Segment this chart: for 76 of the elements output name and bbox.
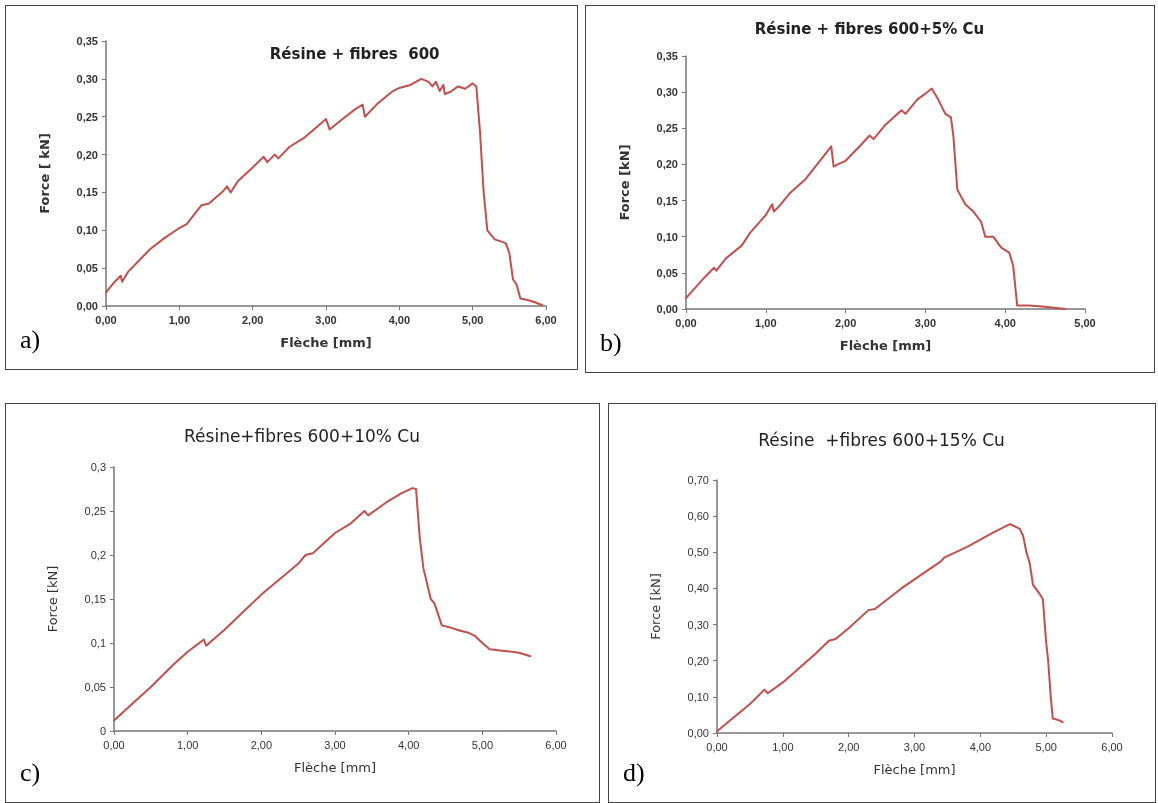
y-axis-title: Force [kN] (45, 565, 60, 633)
y-tick-label: 0,40 (687, 582, 709, 595)
y-tick-label: 0,20 (76, 148, 98, 161)
y-axis-title: Force [kN] (617, 144, 632, 221)
chart-title: Résine +fibres 600+15% Cu (758, 429, 1005, 450)
y-tick-label: 0,15 (656, 194, 678, 207)
y-tick-label: 0 (99, 725, 106, 737)
x-tick-label: 0,00 (706, 740, 728, 753)
x-tick-label: 1,00 (168, 313, 191, 326)
y-tick-label: 0,25 (84, 505, 106, 517)
y-tick-label: 0,00 (656, 303, 678, 315)
y-tick-label: 0,2 (90, 549, 106, 561)
x-tick-label: 4,00 (994, 316, 1016, 329)
x-tick-label: 0,00 (675, 316, 697, 329)
x-tick-label: 4,00 (397, 738, 420, 751)
chart-title: Résine + fibres 600 (269, 44, 440, 63)
y-tick-label: 0,50 (687, 546, 709, 559)
line-series (113, 487, 532, 722)
y-tick-label: 0,00 (687, 727, 709, 739)
y-tick-label: 0,10 (656, 230, 678, 243)
y-tick-label: 0,35 (76, 35, 98, 47)
text: a) (20, 324, 41, 354)
y-tick-label: 0,3 (90, 461, 106, 473)
x-axis-title: Flèche [mm] (839, 338, 932, 353)
x-tick-label: 5,00 (471, 738, 494, 751)
x-tick-label: 2,00 (250, 738, 273, 751)
chart-title: Résine+fibres 600+10% Cu (184, 425, 420, 446)
y-tick-label: 0,30 (656, 86, 678, 99)
x-tick-label: 4,00 (388, 313, 411, 326)
x-tick-label: 1,00 (176, 738, 199, 751)
text: b) (600, 327, 622, 357)
line-series (685, 87, 1067, 310)
text: c) (20, 757, 41, 787)
y-tick-label: 0,20 (656, 158, 678, 171)
y-tick-label: 0,15 (84, 593, 106, 605)
x-tick-label: 1,00 (772, 740, 794, 753)
x-axis-title: Flèche [mm] (293, 760, 377, 775)
text: d) (623, 757, 645, 787)
x-tick-label: 6,00 (1101, 740, 1123, 753)
chart-title: Résine + fibres 600+5% Cu (754, 19, 985, 38)
x-tick-label: 2,00 (837, 740, 860, 753)
x-tick-label: 1,00 (755, 316, 777, 329)
y-tick-label: 0,00 (76, 300, 98, 312)
x-tick-label: 3,00 (324, 738, 346, 751)
y-tick-label: 0,25 (656, 122, 678, 135)
y-tick-label: 0,10 (76, 224, 98, 237)
x-tick-label: 5,00 (1035, 740, 1057, 753)
y-tick-label: 0,60 (687, 510, 709, 523)
y-tick-label: 0,35 (656, 50, 678, 62)
y-tick-label: 0,05 (656, 266, 678, 279)
y-axis-title: Force [ kN] (37, 133, 52, 214)
x-tick-label: 3,00 (315, 313, 337, 326)
x-tick-label: 4,00 (969, 740, 992, 753)
x-tick-label: 5,00 (1074, 316, 1096, 329)
x-tick-label: 5,00 (461, 313, 484, 326)
x-tick-label: 2,00 (241, 313, 264, 326)
x-tick-label: 6,00 (545, 738, 567, 751)
line-series (716, 523, 1064, 733)
y-tick-label: 0,15 (76, 186, 98, 199)
y-tick-label: 0,10 (687, 690, 709, 703)
y-axis-title: Force [kN] (648, 573, 663, 640)
y-tick-label: 0,30 (687, 618, 709, 631)
x-tick-label: 6,00 (535, 313, 557, 326)
y-tick-label: 0,05 (84, 681, 106, 693)
y-tick-label: 0,25 (76, 110, 98, 123)
x-tick-label: 0,00 (103, 738, 125, 751)
x-axis-title: Flèche [mm] (280, 335, 372, 350)
x-axis-title: Flèche [mm] (873, 762, 956, 777)
y-tick-label: 0,1 (90, 637, 106, 649)
y-tick-label: 0,70 (687, 474, 709, 486)
y-tick-label: 0,05 (76, 262, 98, 275)
x-tick-label: 3,00 (914, 316, 937, 329)
x-tick-label: 2,00 (834, 316, 857, 329)
y-tick-label: 0,30 (76, 72, 98, 85)
y-tick-label: 0,20 (687, 654, 709, 667)
x-tick-label: 3,00 (903, 740, 926, 753)
